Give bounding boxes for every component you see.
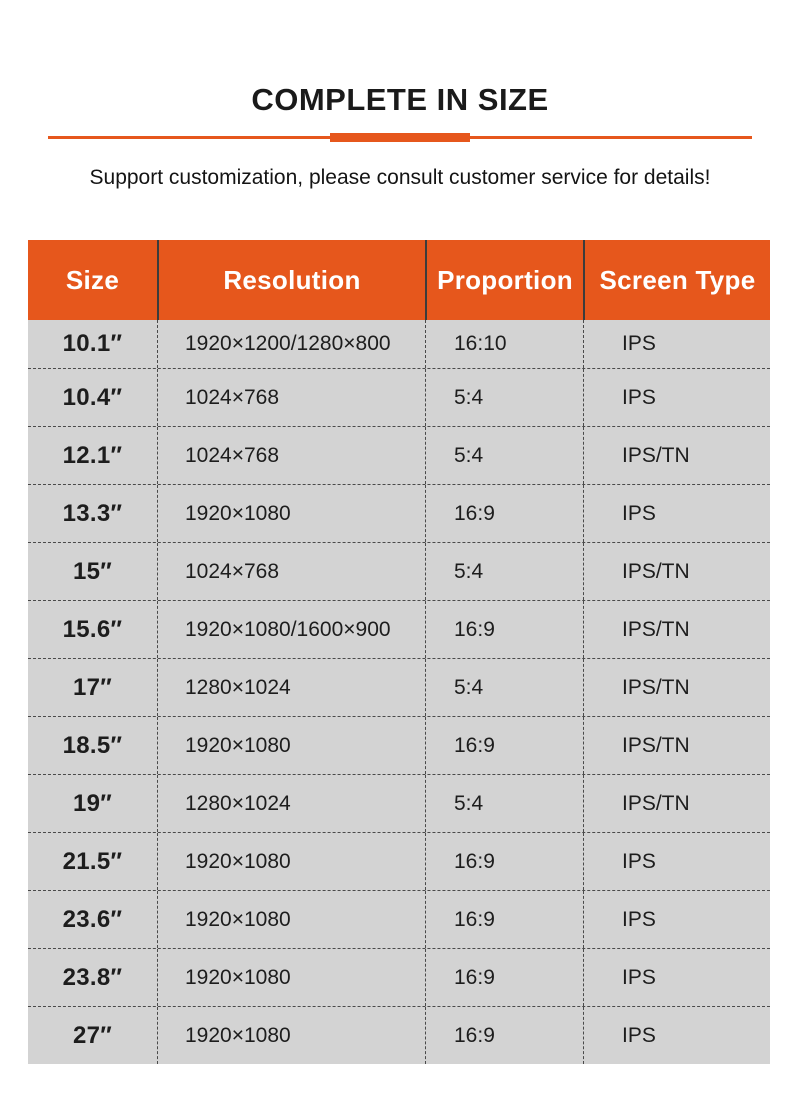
table-row: 19″ 1280×1024 5:4 IPS/TN — [28, 774, 770, 832]
title-divider — [48, 133, 752, 142]
cell-screen-type: IPS/TN — [583, 427, 770, 484]
cell-proportion: 5:4 — [425, 775, 583, 832]
cell-proportion: 16:9 — [425, 949, 583, 1006]
spec-table: Size Resolution Proportion Screen Type 1… — [28, 240, 770, 1064]
cell-size: 17″ — [72, 673, 113, 701]
cell-proportion: 16:9 — [425, 891, 583, 948]
cell-resolution: 1920×1080 — [157, 485, 425, 542]
table-row: 13.3″ 1920×1080 16:9 IPS — [28, 484, 770, 542]
table-row: 12.1″ 1024×768 5:4 IPS/TN — [28, 426, 770, 484]
table-header-row: Size Resolution Proportion Screen Type — [28, 240, 770, 320]
cell-proportion: 16:9 — [425, 1007, 583, 1064]
cell-resolution: 1024×768 — [157, 543, 425, 600]
cell-resolution: 1920×1080 — [157, 833, 425, 890]
page-subtitle: Support customization, please consult cu… — [89, 166, 711, 189]
table-row: 21.5″ 1920×1080 16:9 IPS — [28, 832, 770, 890]
cell-size: 15″ — [72, 557, 113, 585]
cell-resolution: 1920×1200/1280×800 — [157, 320, 425, 368]
cell-resolution: 1024×768 — [157, 427, 425, 484]
cell-size: 23.6″ — [62, 905, 123, 933]
cell-proportion: 5:4 — [425, 543, 583, 600]
cell-screen-type: IPS/TN — [583, 601, 770, 658]
cell-resolution: 1280×1024 — [157, 659, 425, 716]
table-row: 15.6″ 1920×1080/1600×900 16:9 IPS/TN — [28, 600, 770, 658]
column-header-screen-type: Screen Type — [583, 240, 770, 320]
column-header-size: Size — [65, 264, 120, 295]
cell-proportion: 5:4 — [425, 659, 583, 716]
cell-screen-type: IPS — [583, 485, 770, 542]
cell-size: 18.5″ — [62, 731, 123, 759]
table-row: 23.8″ 1920×1080 16:9 IPS — [28, 948, 770, 1006]
cell-proportion: 16:9 — [425, 485, 583, 542]
cell-resolution: 1024×768 — [157, 369, 425, 426]
table-row: 17″ 1280×1024 5:4 IPS/TN — [28, 658, 770, 716]
cell-resolution: 1280×1024 — [157, 775, 425, 832]
cell-resolution: 1920×1080 — [157, 717, 425, 774]
table-row: 27″ 1920×1080 16:9 IPS — [28, 1006, 770, 1064]
cell-proportion: 16:9 — [425, 833, 583, 890]
page-title: COMPLETE IN SIZE — [251, 82, 549, 117]
cell-screen-type: IPS — [583, 833, 770, 890]
cell-screen-type: IPS — [583, 320, 770, 368]
cell-size: 13.3″ — [62, 499, 123, 527]
cell-proportion: 16:9 — [425, 717, 583, 774]
cell-screen-type: IPS — [583, 369, 770, 426]
cell-proportion: 5:4 — [425, 369, 583, 426]
cell-screen-type: IPS/TN — [583, 659, 770, 716]
cell-screen-type: IPS — [583, 891, 770, 948]
cell-proportion: 5:4 — [425, 427, 583, 484]
cell-size: 10.1″ — [62, 330, 123, 357]
cell-proportion: 16:10 — [425, 320, 583, 368]
cell-screen-type: IPS — [583, 1007, 770, 1064]
cell-size: 21.5″ — [62, 847, 123, 875]
cell-size: 12.1″ — [62, 441, 123, 469]
cell-screen-type: IPS — [583, 949, 770, 1006]
cell-screen-type: IPS/TN — [583, 775, 770, 832]
cell-size: 15.6″ — [62, 615, 123, 643]
table-row: 23.6″ 1920×1080 16:9 IPS — [28, 890, 770, 948]
cell-resolution: 1920×1080 — [157, 949, 425, 1006]
table-body: 10.1″ 1920×1200/1280×800 16:10 IPS 10.4″… — [28, 320, 770, 1064]
cell-size: 19″ — [72, 789, 113, 817]
cell-proportion: 16:9 — [425, 601, 583, 658]
cell-screen-type: IPS/TN — [583, 717, 770, 774]
divider-thick-bar — [330, 133, 470, 142]
column-header-proportion: Proportion — [425, 240, 583, 320]
column-header-resolution: Resolution — [157, 240, 425, 320]
cell-screen-type: IPS/TN — [583, 543, 770, 600]
cell-resolution: 1920×1080/1600×900 — [157, 601, 425, 658]
table-row: 10.1″ 1920×1200/1280×800 16:10 IPS — [28, 320, 770, 368]
cell-resolution: 1920×1080 — [157, 891, 425, 948]
table-row: 18.5″ 1920×1080 16:9 IPS/TN — [28, 716, 770, 774]
cell-size: 27″ — [72, 1021, 113, 1049]
cell-size: 10.4″ — [62, 383, 123, 411]
table-row: 15″ 1024×768 5:4 IPS/TN — [28, 542, 770, 600]
cell-resolution: 1920×1080 — [157, 1007, 425, 1064]
table-row: 10.4″ 1024×768 5:4 IPS — [28, 368, 770, 426]
cell-size: 23.8″ — [62, 963, 123, 991]
